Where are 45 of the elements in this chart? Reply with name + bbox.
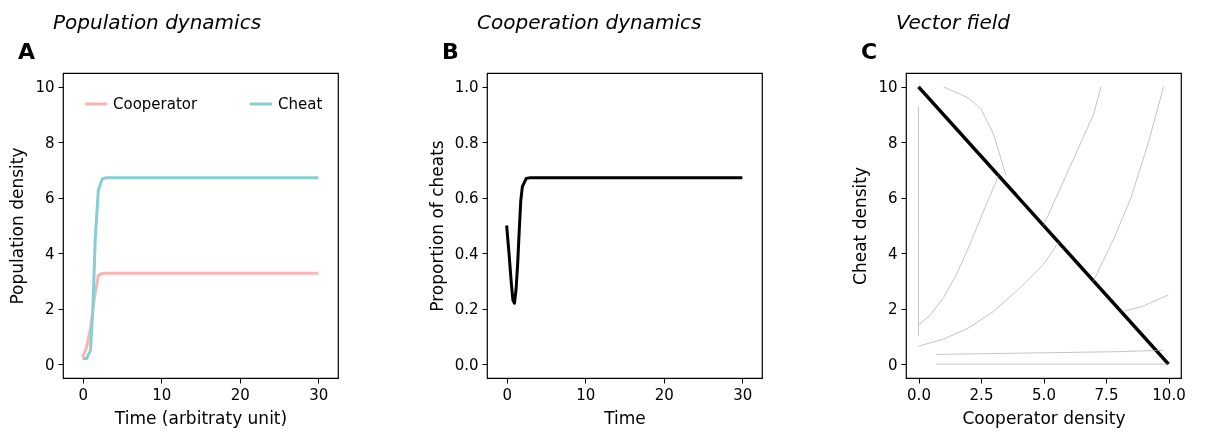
x-tick-label: 20 [230,385,250,404]
x-tick-label: 5.0 [1032,385,1056,404]
y-tick-label: 0 [887,355,898,374]
x-tick-label: 30 [309,385,329,404]
y-axis-title: Proportion of cheats [426,140,447,312]
y-tick-label: 10 [878,78,898,97]
x-tick-label: 10 [152,385,172,404]
y-axis-title: Cheat density [850,167,871,285]
x-axis-title: Time (arbitraty unit) [113,407,288,428]
text: A [18,39,36,64]
y-tick-label: 2 [887,300,898,319]
y-tick-label: 1.0 [454,78,479,97]
y-tick-label: 0.0 [454,355,479,374]
y-axis-title: Population density [7,147,28,305]
chart-title: Vector field [896,10,1011,34]
y-tick-label: 0 [44,355,55,374]
x-tick-label: 20 [654,385,674,404]
y-tick-label: 6 [887,189,898,208]
y-tick-label: 0.2 [454,300,479,319]
legend-label: Cheat [278,95,323,113]
x-tick-label: 0 [78,385,88,404]
y-tick-label: 6 [44,189,55,208]
x-axis-title: Time [603,407,646,428]
x-tick-label: 0 [502,385,512,404]
y-tick-label: 8 [887,133,898,152]
x-tick-label: 0.0 [907,385,931,404]
y-tick-label: 0.8 [454,133,479,152]
text: B [442,39,459,64]
y-tick-label: 0.6 [454,189,479,208]
y-tick-label: 0.4 [454,244,479,263]
y-tick-label: 4 [887,244,898,263]
chart-title: Population dynamics [53,10,262,34]
x-tick-label: 10.0 [1152,385,1186,404]
x-tick-label: 7.5 [1094,385,1119,404]
x-tick-label: 2.5 [969,385,994,404]
y-tick-label: 8 [44,133,55,152]
y-tick-label: 4 [44,244,55,263]
y-tick-label: 10 [35,78,55,97]
y-tick-label: 2 [44,300,55,319]
x-tick-label: 10 [576,385,596,404]
x-axis-title: Cooperator density [962,407,1126,428]
text: C [861,39,878,64]
legend-label: Cooperator [113,95,198,113]
x-tick-label: 30 [733,385,753,404]
chart-title: Cooperation dynamics [477,10,702,34]
